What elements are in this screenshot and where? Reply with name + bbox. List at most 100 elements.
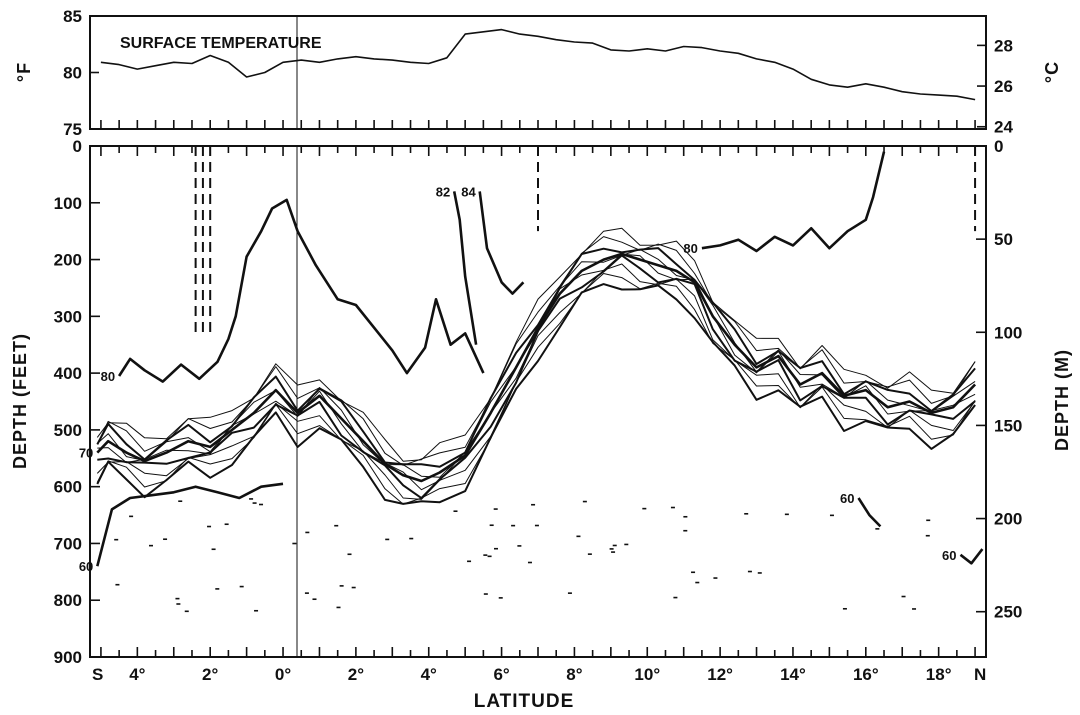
depth-ylabel-right: DEPTH (M) (1052, 349, 1072, 451)
depth-ylabel-left: DEPTH (FEET) (10, 333, 30, 469)
sparse-dot (612, 544, 617, 547)
surface-ylabel-right: °C (1042, 61, 1062, 83)
isotherm-80 (118, 198, 485, 383)
isotherm-82 (452, 191, 478, 345)
xtick-label: 2° (348, 665, 364, 684)
sparse-dot (385, 538, 390, 541)
depth-ytick-label-left: 300 (54, 307, 82, 326)
xtick-label: 6° (493, 665, 509, 684)
sparse-dot (695, 581, 700, 584)
contour-label: 82 (436, 184, 450, 199)
sparse-dot (467, 560, 472, 563)
sparse-dot (334, 524, 339, 527)
sparse-dot (673, 596, 678, 599)
isotherm-lines: 80 80 82 84 70 60 60 60 (79, 151, 984, 574)
depth-ytick-label-right: 100 (994, 323, 1022, 342)
isotherm-70 (96, 252, 977, 483)
sparse-dot (207, 525, 212, 528)
sparse-dot (713, 577, 718, 579)
sparse-dot (511, 524, 516, 527)
sparse-dot (249, 498, 254, 500)
sparse-dot (176, 603, 181, 605)
sparse-dot (178, 500, 183, 503)
xtick-label: 12° (707, 665, 733, 684)
surface-ytick-label-left: 75 (63, 120, 82, 139)
sparse-dot (351, 586, 356, 589)
sparse-dot (347, 553, 352, 556)
sparse-dot (534, 524, 539, 527)
sparse-dot (576, 535, 581, 538)
sparse-dot (252, 502, 257, 504)
sparse-dot (527, 561, 532, 564)
sparse-dot (336, 606, 341, 609)
sparse-dot (642, 507, 647, 510)
surface-ytick-label-left: 80 (63, 64, 82, 83)
sparse-dot (305, 531, 310, 534)
isotherm-80 (701, 151, 886, 253)
isotherm-bundle-line (96, 227, 976, 462)
xtick-label: 14° (780, 665, 806, 684)
latitude-label: LATITUDE (474, 691, 575, 712)
dashed-isotherms (194, 146, 977, 334)
surface-plot-frame (89, 15, 987, 130)
xtick-label: 10° (634, 665, 660, 684)
sparse-dot (175, 597, 180, 600)
depth-ytick-label-left: 800 (54, 591, 82, 610)
sparse-dot (292, 542, 297, 545)
sparse-dot (747, 570, 752, 573)
xtick-label: 8° (566, 665, 582, 684)
depth-plot-frame (89, 145, 987, 658)
sparse-dot (757, 572, 762, 574)
isotherm-bundle-line (97, 254, 976, 500)
sparse-dot (453, 510, 458, 513)
contour-label: 80 (683, 241, 697, 256)
depth-ytick-label-left: 700 (54, 534, 82, 553)
contour-label: 60 (840, 491, 854, 506)
sparse-dot (409, 537, 414, 540)
contour-label: 60 (942, 548, 956, 563)
sparse-dot (312, 598, 317, 601)
depth-ytick-label-right: 200 (994, 510, 1022, 529)
sparse-dot (483, 554, 488, 556)
sparse-dots (114, 498, 931, 613)
contour-label: 80 (101, 369, 115, 384)
depth-section-panel: 0 100 200 300 400 500 600 700 800 900 0 50 100 150 200… (10, 137, 1072, 712)
sparse-dot (912, 608, 917, 610)
isotherm-bundle-line (96, 263, 976, 500)
depth-ytick-label-left: 100 (54, 194, 82, 213)
sparse-dot (483, 593, 488, 595)
sparse-dot (611, 551, 616, 553)
depth-ytick-label-left: 900 (54, 648, 82, 667)
depth-ytick-label-left: 0 (73, 137, 82, 156)
sparse-dot (254, 609, 259, 612)
sparse-dot (215, 588, 220, 590)
isotherm-bundle-line (96, 247, 976, 468)
sparse-dot (925, 534, 930, 537)
depth-ytick-label-right: 0 (994, 137, 1003, 156)
sparse-dot (339, 585, 344, 587)
isotherm-60 (857, 497, 882, 528)
sparse-dot (683, 529, 688, 532)
depth-ytick-label-right: 150 (994, 416, 1022, 435)
sparse-dot (582, 500, 587, 503)
depth-ytick-label-right: 250 (994, 603, 1022, 622)
contour-label: 60 (79, 559, 93, 574)
sparse-dot (498, 597, 503, 599)
sparse-dot (224, 523, 229, 526)
sparse-dot (875, 528, 880, 530)
depth-ytick-label-left: 600 (54, 478, 82, 497)
xtick-label: 18° (926, 665, 952, 684)
isotherm-bundle (96, 227, 976, 505)
depth-ytick-label-left: 500 (54, 421, 82, 440)
sparse-dot (609, 548, 614, 550)
xtick-label: 16° (853, 665, 879, 684)
sparse-dot (744, 512, 749, 515)
surface-temperature-line (100, 28, 976, 101)
xtick-label: 2° (202, 665, 218, 684)
surface-ytick-label-right: 24 (994, 118, 1013, 137)
sparse-dot (115, 583, 120, 586)
sparse-dot (184, 610, 189, 613)
depth-ytick-label-left: 200 (54, 251, 82, 270)
sparse-dot (901, 595, 906, 598)
